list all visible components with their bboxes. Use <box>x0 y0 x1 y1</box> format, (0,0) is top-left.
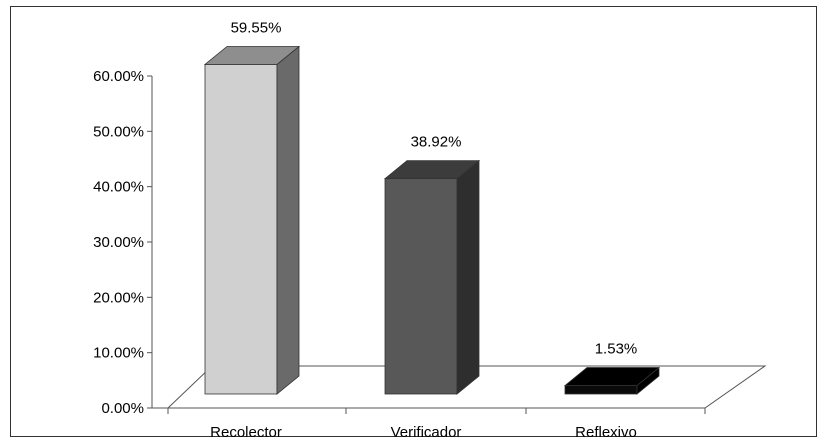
chart-labels: 59.55% Recolector 38.92% Verificador 1.53% Re… <box>210 19 637 441</box>
data-label: 38.92% <box>411 134 462 151</box>
data-label: 1.53% <box>595 341 638 358</box>
data-label: 59.55% <box>231 19 282 36</box>
y-tick-label: 0.00% <box>101 400 144 417</box>
bar-side-face <box>276 45 300 395</box>
y-tick-label: 30.00% <box>93 234 144 251</box>
x-category-label: Reflexivo <box>575 424 637 441</box>
bar-top-face <box>563 367 661 386</box>
x-category-label: Verificador <box>391 424 462 441</box>
bar-verificador <box>383 159 481 395</box>
bar-top-face <box>203 46 301 65</box>
bar-top-face <box>383 160 481 180</box>
y-tick-label: 50.00% <box>93 123 144 140</box>
y-tick-label: 40.00% <box>93 179 144 196</box>
bar-front-face <box>384 178 458 395</box>
bar-reflexivo <box>563 366 661 395</box>
x-category-label: Recolector <box>210 424 282 441</box>
bar-recolector <box>203 45 301 395</box>
chart-axes: 0.00% 10.00% 20.00% 30.00% 40.00% 50.00% 60.00… <box>93 68 706 417</box>
y-tick-label: 10.00% <box>93 345 144 362</box>
y-tick-label: 60.00% <box>93 68 144 85</box>
bar-front-face <box>564 385 638 395</box>
chart-bars <box>203 45 661 395</box>
bar-front-face <box>204 64 278 395</box>
bar-side-face <box>456 159 480 395</box>
y-tick-label: 20.00% <box>93 289 144 306</box>
